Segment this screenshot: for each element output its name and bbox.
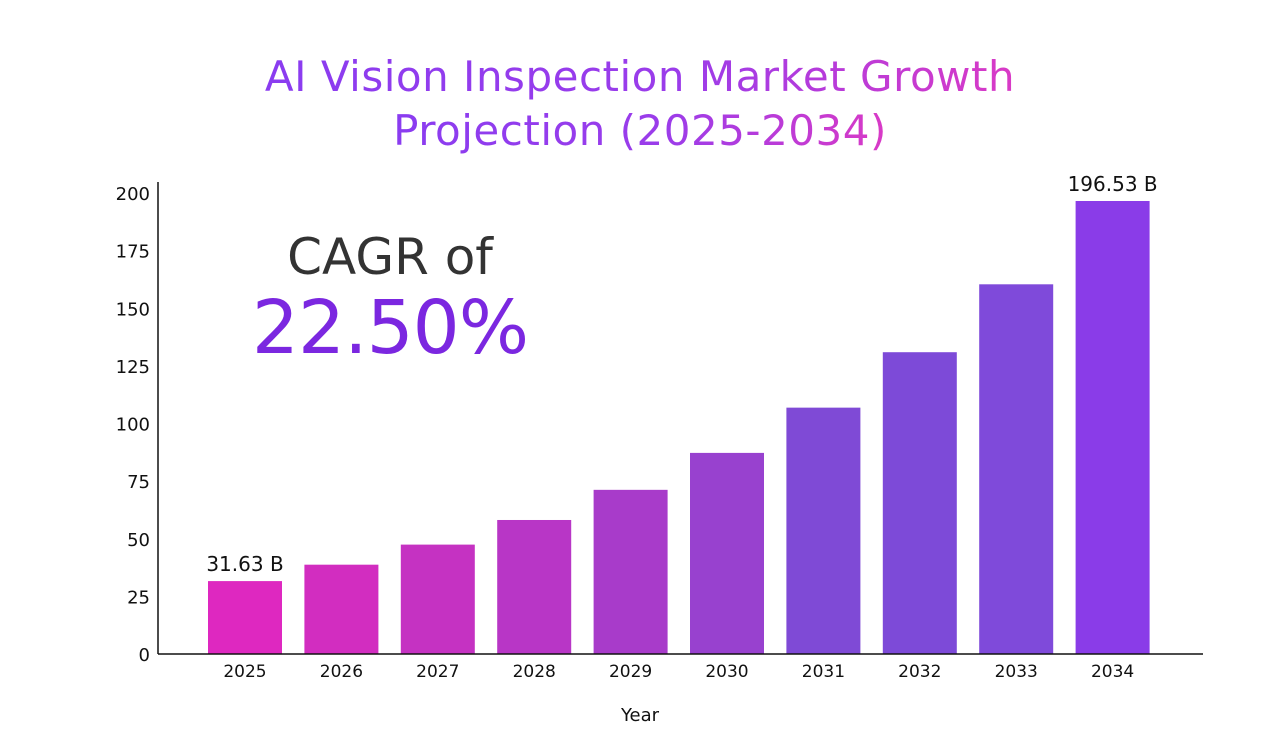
x-axis-label: Year [620,705,660,726]
y-tick-label: 0 [139,645,150,666]
x-tick-label: 2033 [995,662,1038,682]
bar-2030 [690,452,764,654]
cagr-label: CAGR of [287,228,493,286]
bar-2028 [497,519,572,654]
x-tick-label: 2030 [705,662,748,682]
x-tick-label: 2031 [802,662,845,682]
bar-2033 [979,284,1054,654]
x-tick-label: 2029 [609,662,652,682]
chart-title: AI Vision Inspection Market Growth Proje… [0,50,1280,158]
data-label: 196.53 B [1068,172,1158,196]
x-tick-label: 2027 [416,662,459,682]
bar-2027 [400,544,475,654]
data-label: 31.63 B [206,552,283,576]
bar-2034 [1075,200,1150,654]
y-tick-label: 175 [116,242,150,263]
chart-title-line-1: AI Vision Inspection Market Growth [265,50,1015,104]
bar-2025 [208,581,282,654]
bar-2032 [882,352,957,654]
y-tick-label: 125 [116,357,150,378]
x-tick-label: 2025 [223,662,266,682]
bar-2031 [786,407,861,654]
y-tick-label: 200 [116,184,150,205]
x-tick-label: 2034 [1091,662,1134,682]
bar-2026 [304,564,379,654]
cagr-value: 22.50% [251,285,529,371]
y-tick-label: 100 [116,415,150,436]
x-tick-label: 2026 [320,662,363,682]
y-tick-label: 50 [127,530,150,551]
bar-2029 [593,489,668,654]
y-tick-label: 75 [127,472,150,493]
x-tick-label: 2032 [898,662,941,682]
x-tick-label: 2028 [513,662,556,682]
chart-title-line-2: Projection (2025-2034) [393,104,887,158]
y-tick-label: 150 [116,299,150,320]
y-tick-label: 25 [127,587,150,608]
